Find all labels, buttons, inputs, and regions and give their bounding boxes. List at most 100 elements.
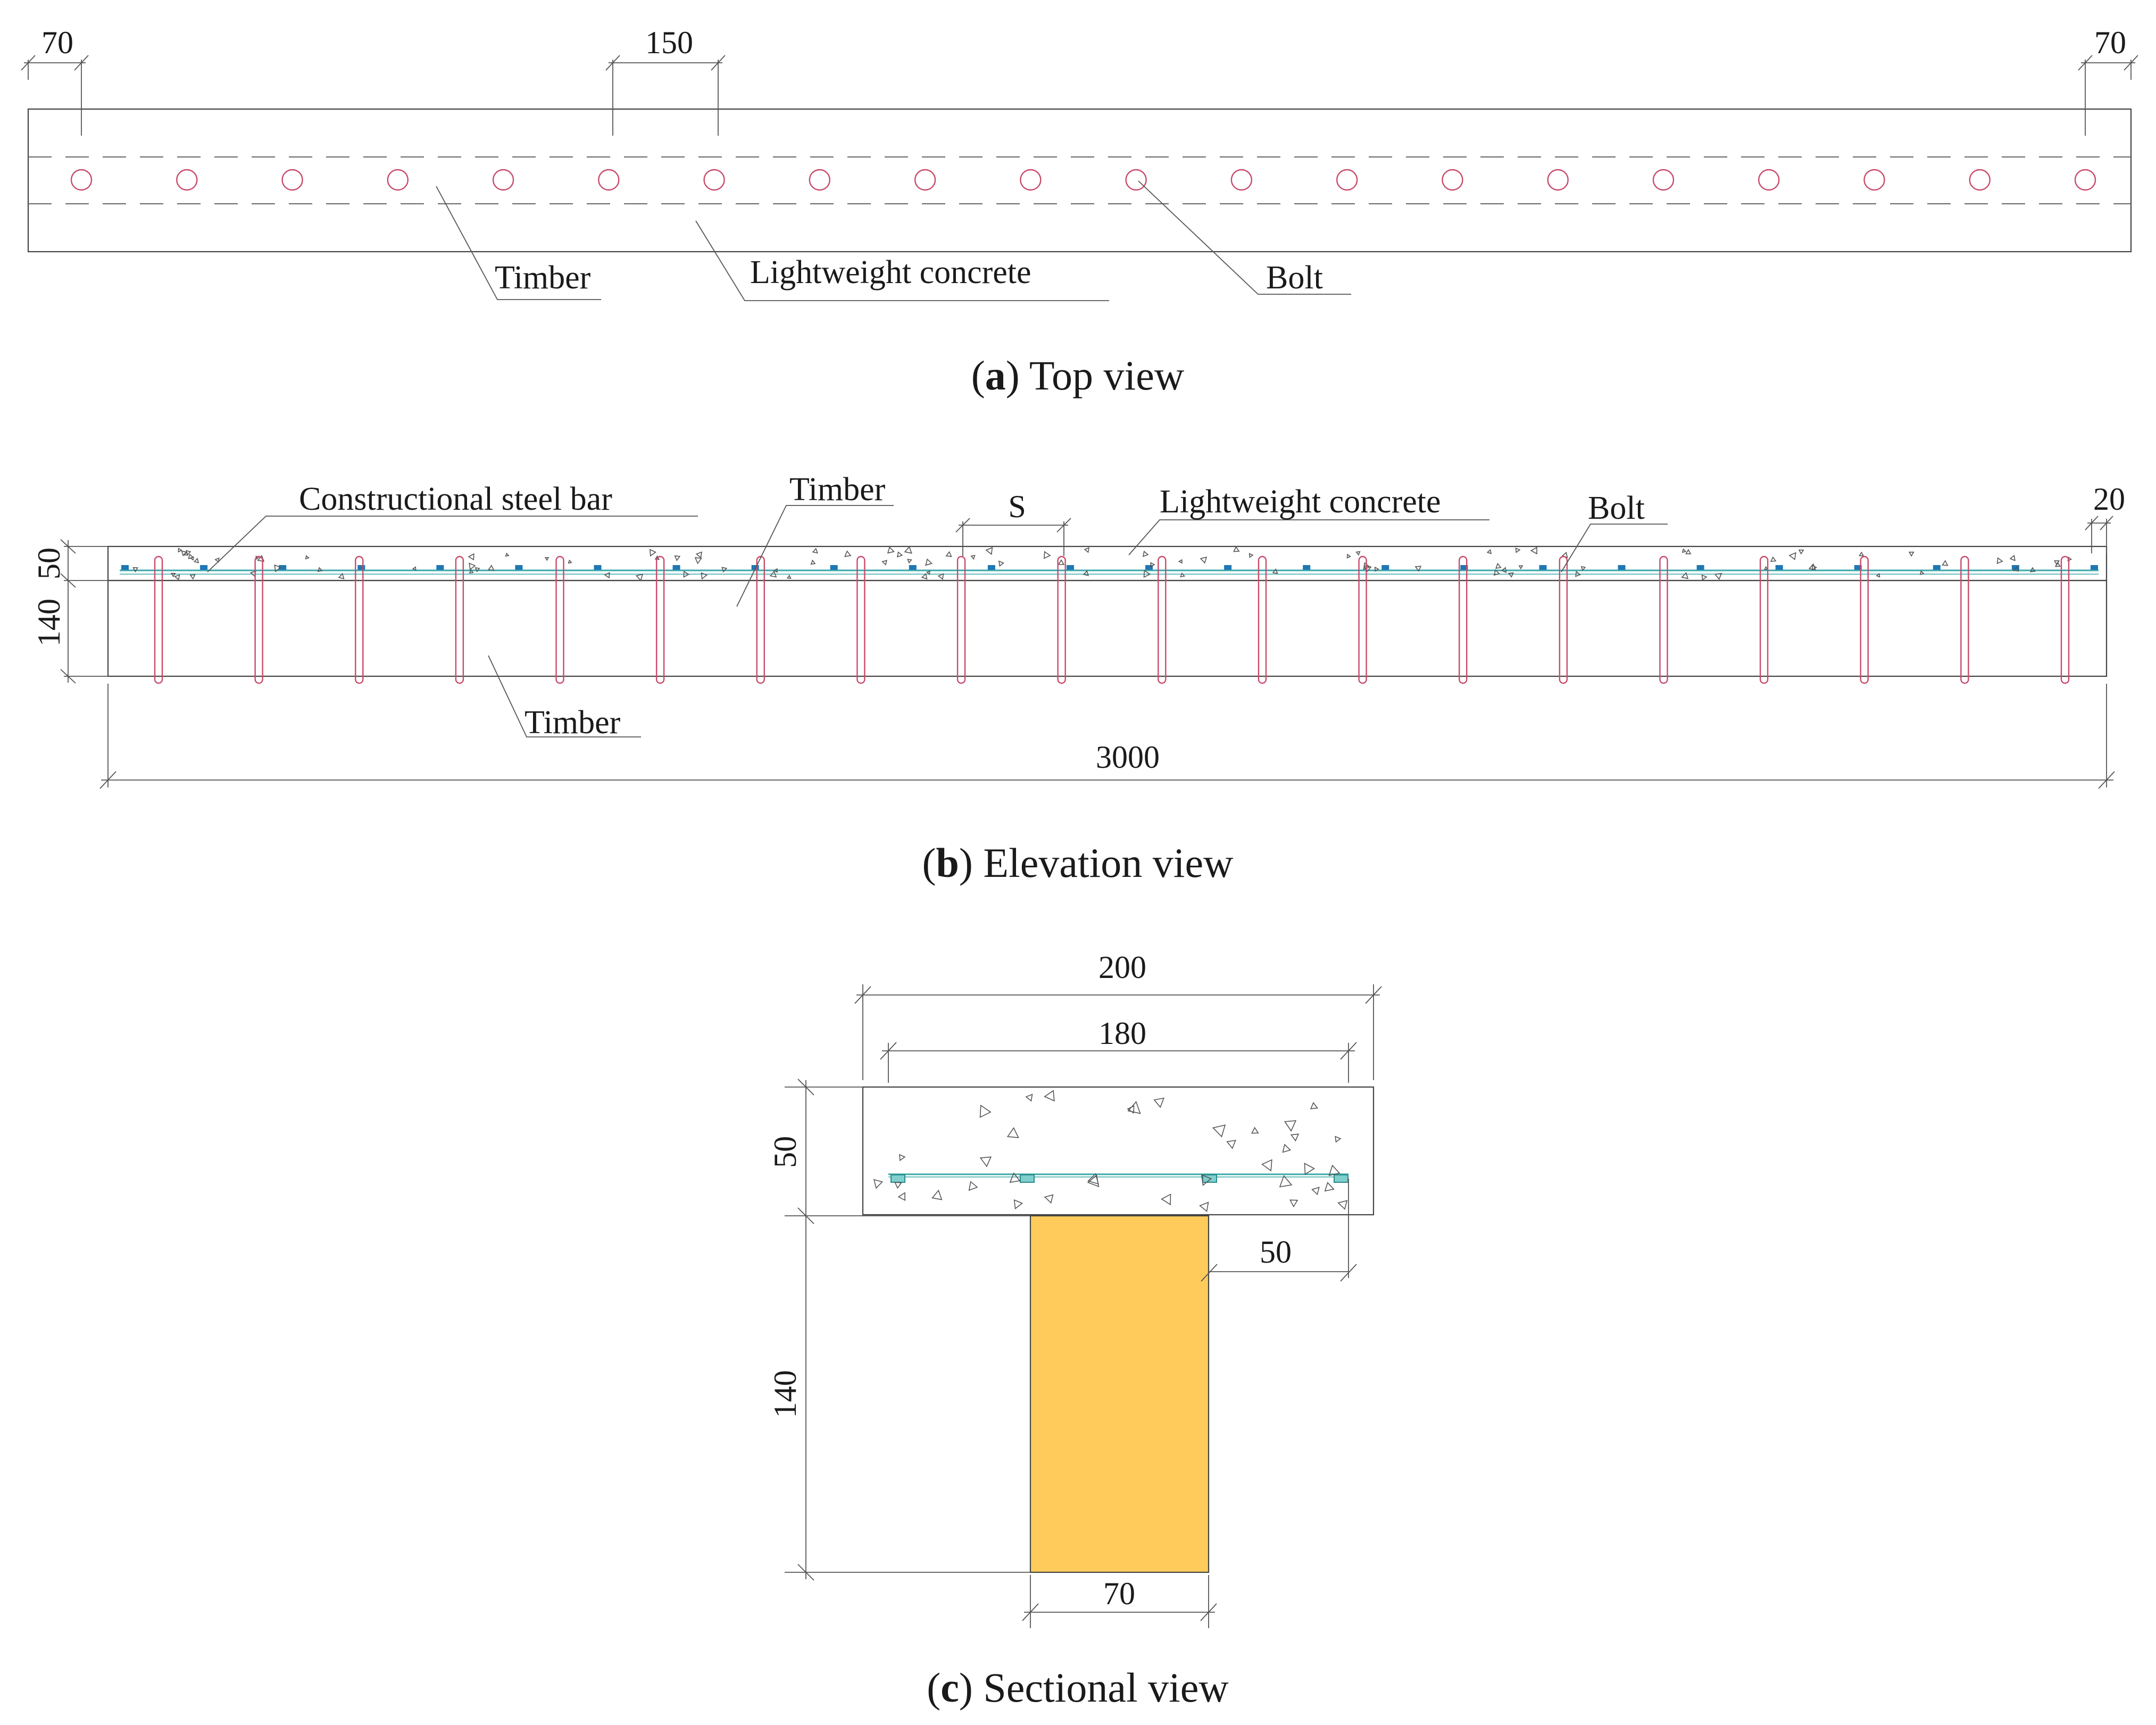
bar-marker	[1775, 565, 1783, 570]
dim-left-edge: 70	[21, 25, 89, 136]
aggregate-mark	[174, 574, 180, 580]
aggregate-mark	[810, 559, 816, 565]
elev-concrete-label: Lightweight concrete	[1160, 484, 1441, 520]
aggregate-mark	[1044, 551, 1051, 559]
aggregate-mark	[1143, 569, 1151, 578]
bar-marker	[1066, 565, 1074, 570]
top-concrete-label: Lightweight concrete	[750, 254, 1031, 291]
bolt-shank	[756, 555, 765, 684]
dim-bar-width-label: 180	[1098, 1016, 1146, 1051]
aggregate-mark	[1501, 567, 1507, 573]
aggregate-mark	[214, 557, 220, 563]
aggregate-mark	[1575, 570, 1581, 577]
aggregate-mark	[1233, 546, 1240, 552]
bolt-circle	[492, 169, 514, 191]
elevation-aggregate	[132, 546, 2072, 582]
aggregate-mark	[695, 551, 703, 559]
bar-marker	[1145, 565, 1153, 570]
bar-marker	[279, 565, 287, 570]
bar-marker	[1854, 565, 1862, 570]
bar-marker	[987, 565, 995, 570]
top-view-outline	[27, 108, 2132, 253]
aggregate-mark	[1201, 1174, 1212, 1186]
bolt-circle	[1652, 169, 1675, 191]
elev-timber-bottom-label: Timber	[525, 704, 621, 741]
aggregate-mark	[906, 559, 912, 564]
aggregate-mark	[189, 556, 194, 561]
bolt-shank	[1358, 555, 1367, 684]
elev-timber-bottom-leader: Timber	[488, 655, 641, 741]
bar-marker	[1696, 565, 1704, 570]
aggregate-mark	[1414, 566, 1422, 572]
aggregate-mark	[1284, 1120, 1297, 1132]
aggregate-mark	[132, 567, 139, 573]
aggregate-mark	[1153, 1097, 1165, 1108]
aggregate-mark	[1346, 553, 1351, 559]
dim-length-label: 3000	[1096, 740, 1160, 775]
bar-marker	[121, 565, 129, 570]
bolt-circle	[1547, 169, 1569, 191]
aggregate-mark	[1788, 552, 1796, 560]
bar-marker	[1303, 565, 1311, 570]
dim-spacing: S	[955, 489, 1071, 556]
bolt-circle	[598, 169, 620, 191]
dim-right-edge-label: 70	[2094, 25, 2126, 60]
bolt-shank	[1459, 555, 1468, 684]
aggregate-mark	[1025, 1093, 1033, 1102]
aggregate-mark	[1580, 566, 1586, 571]
dim-section-slab-depth-label: 50	[768, 1136, 803, 1168]
aggregate-mark	[1701, 574, 1708, 581]
aggregate-mark	[475, 567, 480, 573]
aggregate-mark	[721, 567, 728, 573]
bar-marker	[2091, 565, 2098, 570]
aggregate-mark	[945, 551, 952, 557]
aggregate-mark	[469, 569, 474, 574]
bolt-circle	[703, 169, 725, 191]
aggregate-mark	[635, 574, 644, 582]
aggregate-mark	[1681, 548, 1687, 553]
elev-concrete-leader: Lightweight concrete	[1128, 484, 1489, 555]
aggregate-mark	[1044, 1090, 1055, 1102]
bar-marker	[672, 565, 680, 570]
bolt-shank	[555, 555, 564, 684]
bolt-circle	[1863, 169, 1885, 191]
dim-elevation-depths: 50 140	[31, 539, 108, 684]
aggregate-mark	[1212, 1124, 1226, 1138]
aggregate-mark	[1143, 550, 1149, 557]
aggregate-mark	[873, 1179, 884, 1189]
aggregate-mark	[1486, 549, 1492, 554]
top-timber-label: Timber	[495, 260, 591, 296]
bolt-shank	[2060, 555, 2070, 684]
bar-marker	[515, 565, 523, 570]
dim-offset: 50	[1201, 1179, 1357, 1282]
bolt-shank	[655, 555, 665, 684]
caption-elevation-view: (b) Elevation view	[922, 840, 1234, 886]
bar-marker	[200, 565, 208, 570]
bar-marker	[1618, 565, 1626, 570]
bolt-circle	[1969, 169, 1991, 191]
aggregate-mark	[2029, 567, 2036, 573]
elev-bolt-leader: Bolt	[1561, 490, 1668, 573]
aggregate-mark	[650, 549, 657, 557]
section-timber	[1029, 1215, 1210, 1573]
aggregate-mark	[683, 570, 690, 578]
bolt-shank	[1960, 555, 1969, 684]
bolt-circle	[914, 169, 936, 191]
dim-offset-label: 50	[1260, 1234, 1292, 1270]
aggregate-mark	[488, 565, 495, 571]
aggregate-mark	[1770, 556, 1777, 562]
elev-bolt-label: Bolt	[1588, 490, 1645, 526]
aggregate-mark	[2013, 566, 2019, 572]
aggregate-mark	[1289, 1199, 1298, 1208]
bolt-circle	[2074, 169, 2096, 191]
aggregate-mark	[1310, 1102, 1319, 1109]
elevation-slab	[107, 545, 2108, 582]
aggregate-mark	[1180, 572, 1186, 578]
aggregate-mark	[674, 555, 681, 561]
top-concrete-leader: Lightweight concrete	[695, 220, 1109, 301]
elev-timber-top-leader: Timber	[736, 471, 894, 607]
aggregate-mark	[1248, 553, 1254, 558]
bolt-shank	[154, 555, 163, 684]
aggregate-mark	[1261, 1159, 1272, 1172]
